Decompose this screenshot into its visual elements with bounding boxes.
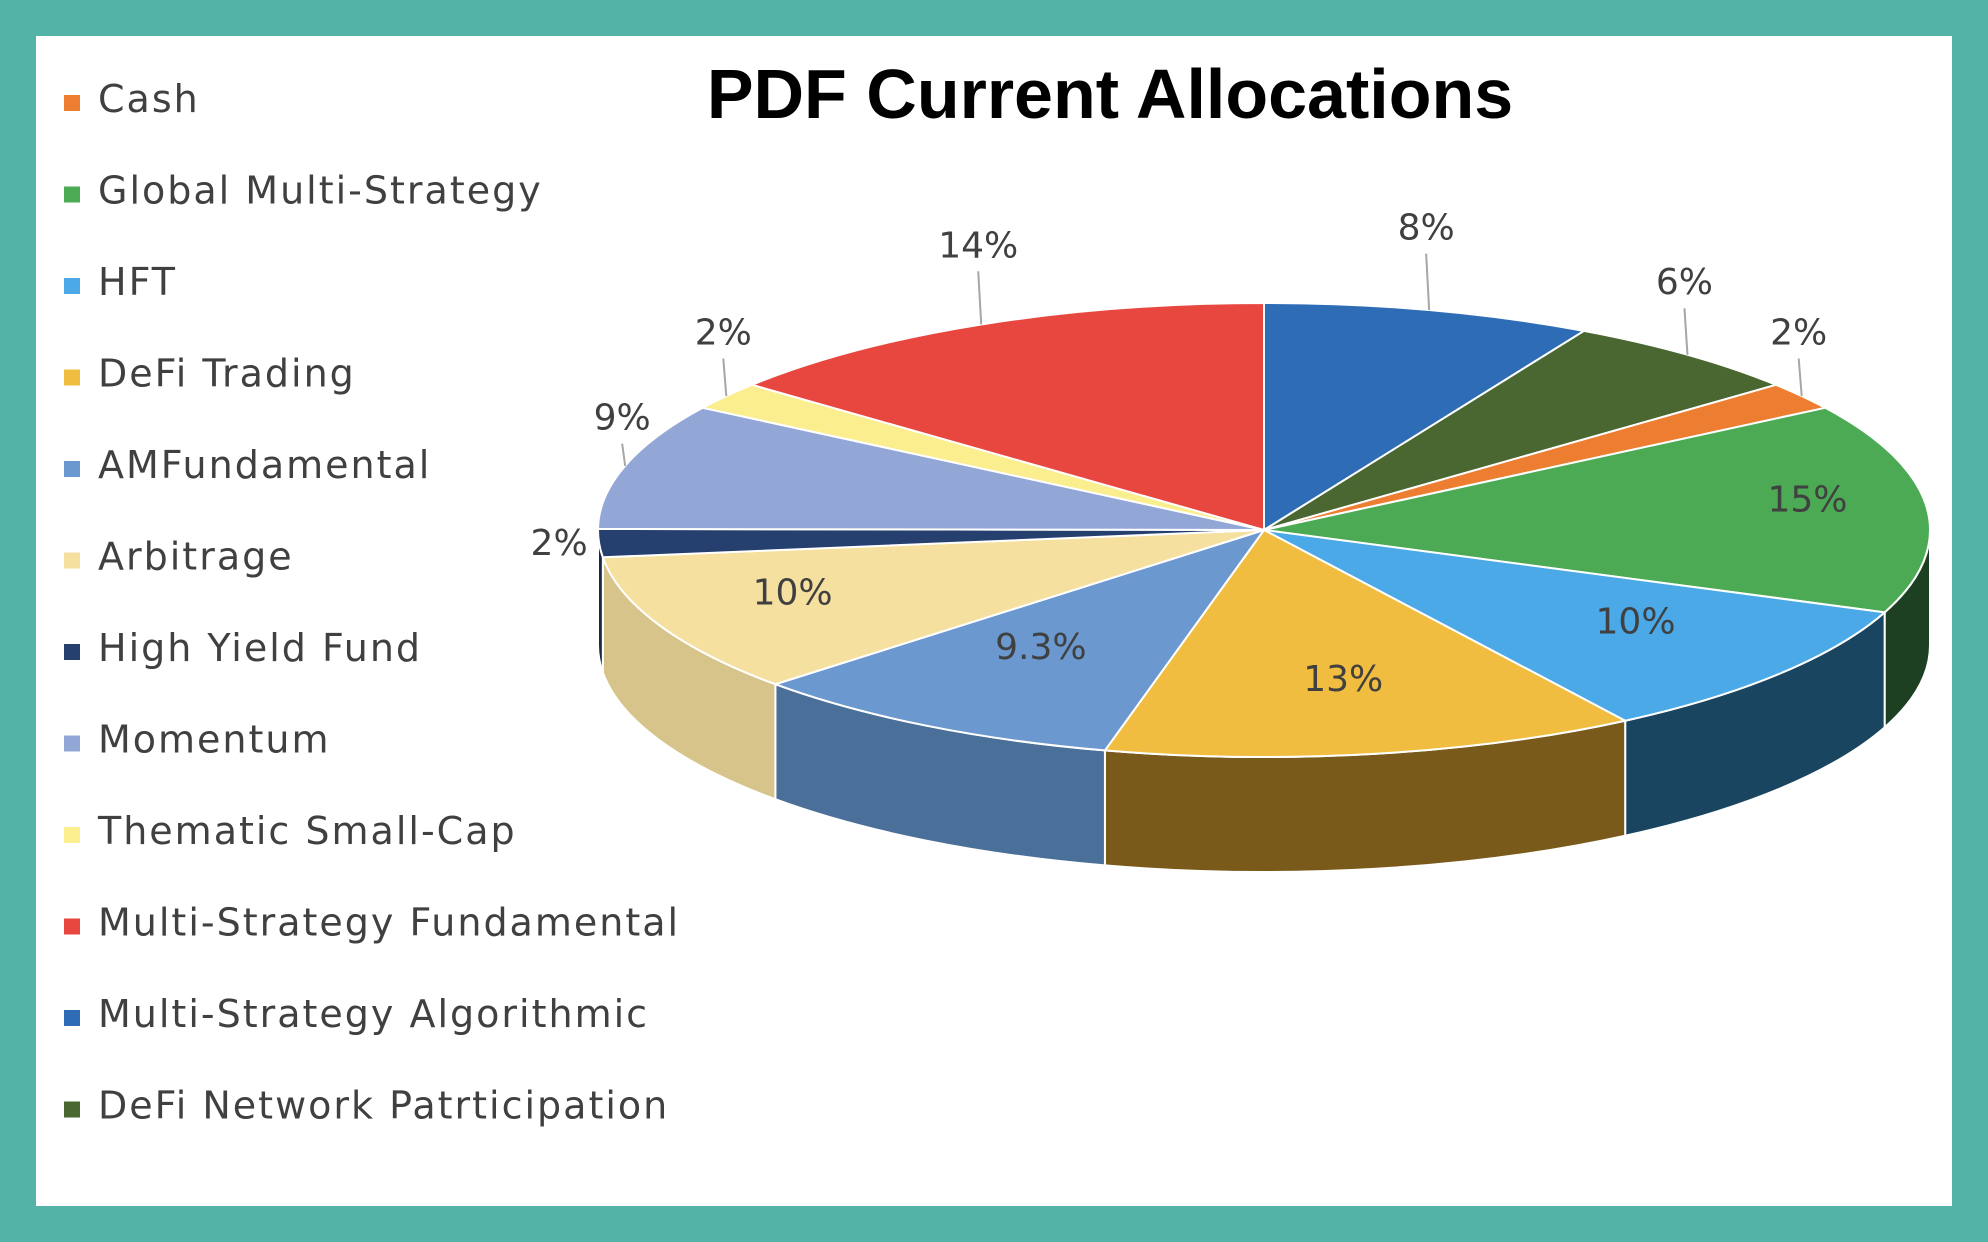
pie-label-amfundamental: 9.3% bbox=[995, 627, 1086, 668]
pie-leader-cash bbox=[1797, 358, 1803, 397]
pie-leader-thematic-small-cap bbox=[722, 358, 728, 397]
pie-leader-defi-network-patrticipation bbox=[1683, 308, 1689, 355]
pie-data-labels: 8% 6% 2% 15% 10% 13% 9.3% 10% 2% 9% 2% 14% bbox=[531, 208, 1848, 700]
legend-label-thematic-small-cap: Thematic Small-Cap bbox=[97, 809, 517, 853]
pie-label-multi-strategy-fundamental: 14% bbox=[938, 225, 1018, 266]
pie-label-momentum: 9% bbox=[594, 398, 651, 439]
legend-label-cash: Cash bbox=[98, 77, 200, 121]
legend-swatch-amfundamental bbox=[64, 461, 80, 477]
legend-swatch-arbitrage bbox=[64, 552, 80, 569]
pie-slice-arbitrage bbox=[601, 529, 1265, 686]
legend-swatch-global-multi-strategy bbox=[64, 186, 80, 203]
legend-label-multi-strategy-algorithmic: Multi-Strategy Algorithmic bbox=[98, 992, 649, 1036]
legend-swatch-multi-strategy-fundamental bbox=[64, 918, 80, 935]
pie-slice-defi-trading bbox=[1103, 529, 1627, 758]
legend-label-arbitrage: Arbitrage bbox=[98, 535, 294, 579]
legend-label-multi-strategy-fundamental: Multi-Strategy Fundamental bbox=[98, 901, 680, 945]
pie-label-high-yield-fund: 2% bbox=[531, 523, 588, 564]
pie-sides bbox=[597, 529, 1931, 873]
chart-title: PDF Current Allocations bbox=[707, 55, 1513, 133]
legend-swatch-momentum bbox=[64, 735, 80, 752]
legend-label-amfundamental: AMFundamental bbox=[98, 443, 431, 487]
legend-swatch-thematic-small-cap bbox=[64, 827, 80, 843]
legend-swatch-defi-network-patrticipation bbox=[64, 1101, 80, 1118]
pie-slice-global-multi-strategy bbox=[1263, 406, 1931, 614]
pie-label-thematic-small-cap: 2% bbox=[695, 313, 752, 354]
pie-leader-multi-strategy-fundamental bbox=[977, 271, 983, 325]
legend-label-high-yield-fund: High Yield Fund bbox=[98, 626, 422, 670]
pie-label-defi-trading: 13% bbox=[1303, 659, 1383, 700]
pie-label-global-multi-strategy: 15% bbox=[1767, 480, 1847, 521]
pie-leader-lines bbox=[621, 253, 1803, 466]
legend-swatch-cash bbox=[64, 95, 80, 111]
pie-label-multi-strategy-algorithmic: 8% bbox=[1398, 208, 1455, 249]
legend-label-global-multi-strategy: Global Multi-Strategy bbox=[98, 169, 543, 213]
pie-label-arbitrage: 10% bbox=[753, 572, 833, 613]
legend-label-defi-trading: DeFi Trading bbox=[98, 352, 356, 396]
pie-slice-hft bbox=[1263, 529, 1886, 722]
pie-label-hft: 10% bbox=[1596, 601, 1676, 642]
legend-swatch-defi-trading bbox=[64, 369, 80, 386]
legend-swatch-hft bbox=[64, 278, 80, 294]
legend-label-hft: HFT bbox=[98, 260, 177, 304]
chart-legend: Cash Global Multi-Strategy HFT DeFi Trading… bbox=[64, 77, 680, 1128]
legend-label-momentum: Momentum bbox=[98, 718, 331, 762]
legend-swatch-multi-strategy-algorithmic bbox=[64, 1010, 80, 1026]
legend-label-defi-network-patrticipation: DeFi Network Patrticipation bbox=[98, 1084, 669, 1128]
pie-top bbox=[597, 302, 1931, 758]
pie-leader-momentum bbox=[621, 443, 627, 466]
pie-label-defi-network-patrticipation: 6% bbox=[1656, 262, 1713, 303]
pie-leader-multi-strategy-algorithmic bbox=[1425, 253, 1431, 311]
pie-label-cash: 2% bbox=[1770, 313, 1827, 354]
legend-swatch-high-yield-fund bbox=[64, 644, 80, 660]
pie-slice-amfundamental bbox=[774, 529, 1265, 752]
